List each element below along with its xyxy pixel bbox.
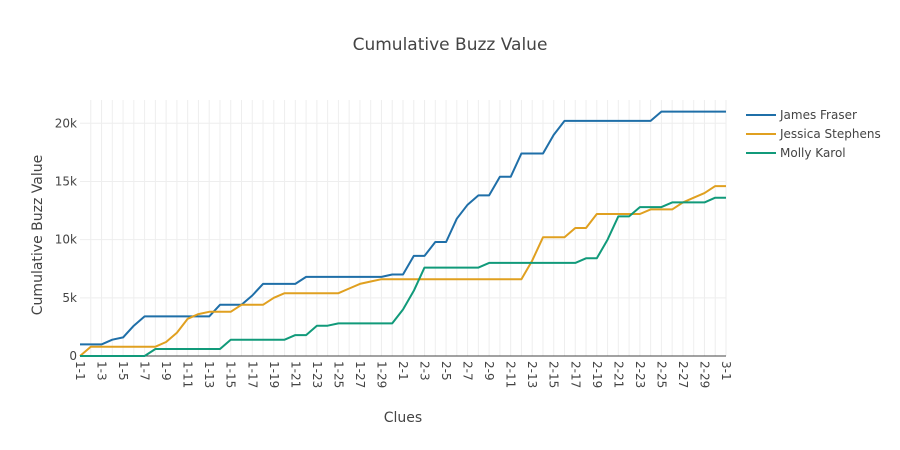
x-tick-label: 3-1 (719, 361, 733, 381)
x-tick-label: 1-9 (159, 361, 173, 381)
x-tick-label: 2-21 (611, 361, 625, 388)
x-tick-label: 2-23 (633, 361, 647, 388)
legend-label: Jessica Stephens (779, 127, 881, 141)
x-tick-label: 1-17 (245, 361, 259, 388)
series-line-molly-karol (80, 196, 726, 357)
x-tick-label: 1-1 (73, 361, 87, 381)
x-tick-label: 2-1 (396, 361, 410, 381)
x-tick-label: 2-11 (504, 361, 518, 388)
y-tick-labels: 0 5k 10k 15k 20k (55, 116, 77, 363)
x-tick-label: 1-21 (288, 361, 302, 388)
x-tick-label: 1-11 (181, 361, 195, 388)
x-tick-label: 1-29 (374, 361, 388, 388)
series-lines (79, 110, 726, 357)
y-axis-title: Cumulative Buzz Value (30, 155, 46, 315)
legend[interactable]: James Fraser Jessica Stephens Molly Karol (746, 108, 881, 160)
x-tick-label: 2-27 (676, 361, 690, 388)
series-line-jessica-stephens (79, 185, 726, 357)
x-tick-label: 1-5 (116, 361, 130, 381)
chart-title: Cumulative Buzz Value (353, 35, 548, 55)
x-grid (90, 100, 727, 356)
legend-item[interactable]: James Fraser (746, 108, 857, 122)
x-tick-label: 2-15 (547, 361, 561, 388)
x-tick-label: 2-13 (525, 361, 539, 388)
legend-item[interactable]: Molly Karol (746, 146, 846, 160)
x-tick-label: 1-19 (267, 361, 281, 388)
y-tick-label: 5k (62, 291, 77, 305)
x-tick-label: 2-9 (482, 361, 496, 381)
x-tick-label: 1-13 (202, 361, 216, 388)
x-tick-label: 1-7 (138, 361, 152, 381)
y-tick-label: 20k (55, 116, 77, 130)
legend-label: Molly Karol (780, 146, 846, 160)
x-tick-label: 1-23 (310, 361, 324, 388)
legend-item[interactable]: Jessica Stephens (746, 127, 881, 141)
y-tick-label: 10k (55, 233, 77, 247)
x-tick-labels: 1-1 1-3 1-5 1-7 1-9 1-11 1-13 1-15 1-17 1-19 1-21 1… (73, 361, 733, 388)
series-line-james-fraser (80, 110, 726, 346)
y-tick-label: 0 (69, 349, 77, 363)
x-tick-label: 2-17 (568, 361, 582, 388)
x-axis-title: Clues (384, 410, 422, 426)
legend-label: James Fraser (779, 108, 857, 122)
x-tick-label: 1-3 (95, 361, 109, 381)
x-tick-label: 2-7 (461, 361, 475, 381)
x-tick-label: 1-15 (224, 361, 238, 388)
y-tick-label: 15k (55, 174, 77, 188)
y-grid (80, 122, 726, 357)
x-tick-label: 2-19 (590, 361, 604, 388)
x-tick-label: 2-29 (697, 361, 711, 388)
x-tick-label: 1-27 (353, 361, 367, 388)
x-tick-label: 2-25 (654, 361, 668, 388)
x-tick-label: 2-5 (439, 361, 453, 381)
x-tick-label: 1-25 (331, 361, 345, 388)
x-tick-label: 2-3 (418, 361, 432, 381)
